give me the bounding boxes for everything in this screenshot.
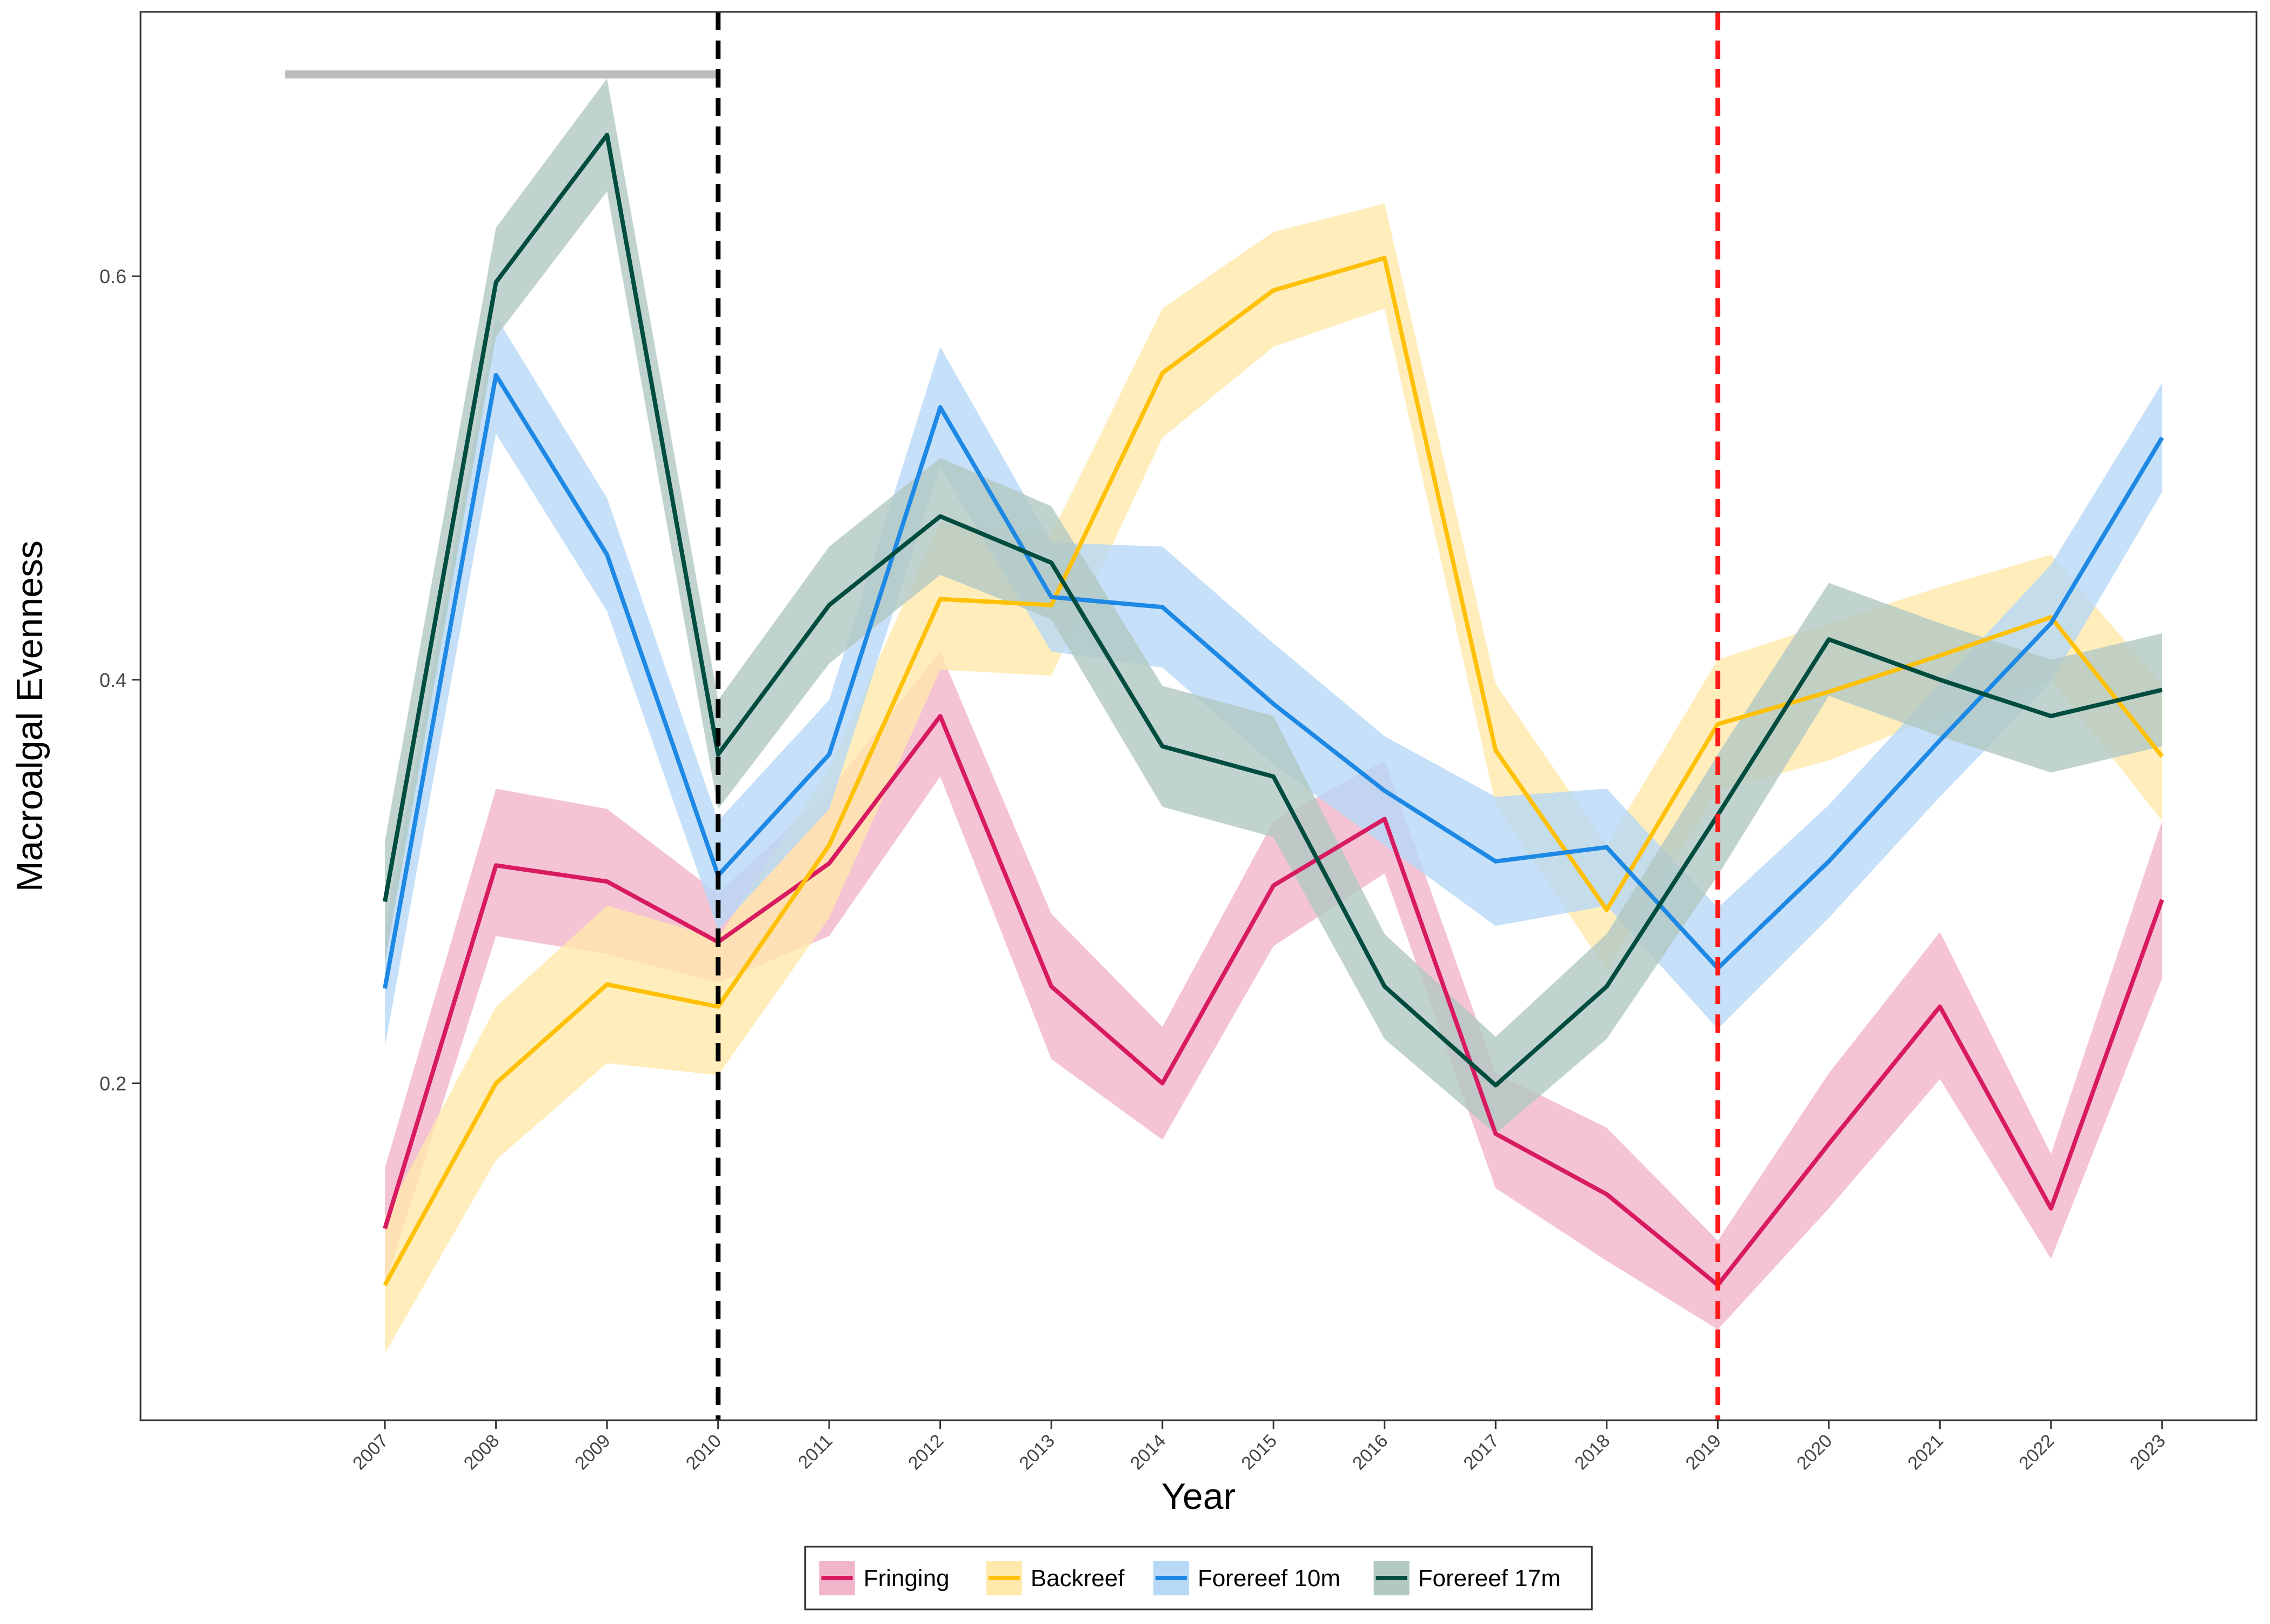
x-tick-label: 2018 <box>1571 1431 1614 1474</box>
x-tick-label: 2023 <box>2126 1431 2169 1474</box>
x-tick-label: 2009 <box>571 1431 614 1474</box>
band-2 <box>385 316 2162 1047</box>
series-lines <box>383 132 2165 1287</box>
x-tick-label: 2021 <box>1904 1431 1947 1474</box>
y-tick-label: 0.6 <box>99 265 126 288</box>
series-line-3 <box>383 132 2163 1088</box>
x-tick-label: 2010 <box>682 1431 725 1474</box>
x-tick-label: 2012 <box>904 1431 947 1474</box>
x-axis-title: Year <box>1161 1476 1236 1517</box>
x-tick-label: 2022 <box>2015 1431 2058 1474</box>
reference-lines <box>285 12 1720 1420</box>
y-tick-label: 0.2 <box>99 1073 126 1095</box>
y-tick-label: 0.4 <box>99 669 126 691</box>
x-tick-label: 2015 <box>1238 1431 1281 1474</box>
plot-border <box>139 11 2258 1421</box>
x-tick-label: 2019 <box>1682 1431 1725 1474</box>
x-tick-label: 2020 <box>1793 1431 1836 1474</box>
legend-box <box>804 1546 1593 1610</box>
x-tick-label: 2017 <box>1460 1431 1503 1474</box>
series-line-2 <box>383 373 2164 989</box>
series-line-1 <box>383 256 2164 1286</box>
legend: Fringing Backreef Forereef 10m Forereef 17m <box>804 1546 1593 1610</box>
x-tick-label: 2008 <box>460 1431 503 1474</box>
y-axis-title: Macroalgal Evenness <box>9 540 50 892</box>
legend-label-1: Backreef <box>1031 1565 1125 1592</box>
x-tick-label: 2016 <box>1348 1431 1392 1474</box>
series-line-0 <box>383 714 2165 1287</box>
legend-label-3: Forereef 17m <box>1418 1565 1561 1592</box>
x-tick-label: 2013 <box>1015 1431 1058 1474</box>
x-tick-label: 2011 <box>794 1431 837 1473</box>
legend-label-2: Forereef 10m <box>1198 1565 1340 1592</box>
band-3 <box>385 78 2162 1134</box>
confidence-bands <box>385 78 2162 1354</box>
legend-label-0: Fringing <box>864 1565 950 1592</box>
x-tick-label: 2014 <box>1126 1431 1170 1474</box>
x-tick-label: 2007 <box>349 1431 392 1474</box>
